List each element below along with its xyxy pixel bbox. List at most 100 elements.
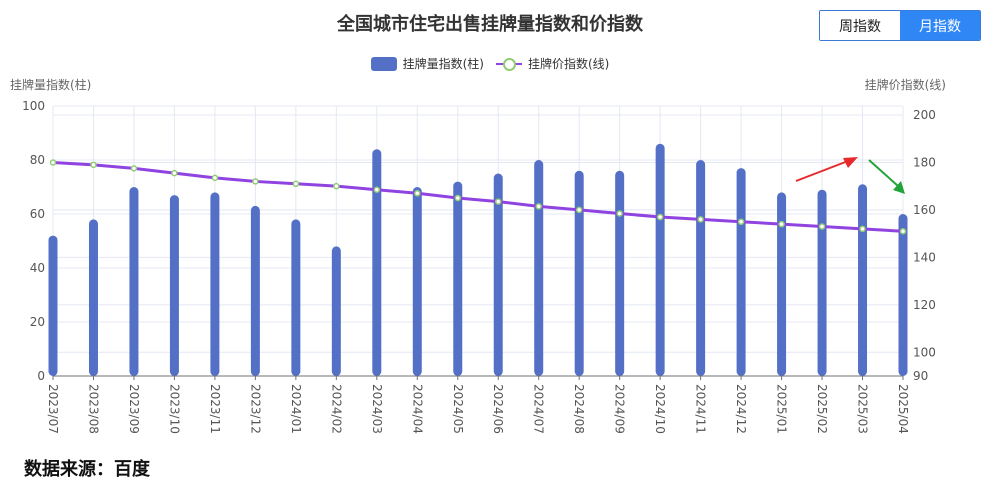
bar [534, 160, 544, 376]
chart-title: 全国城市住宅出售挂牌量指数和价指数 [337, 14, 643, 35]
x-tick-label: 2024/09 [613, 384, 627, 434]
bar [412, 187, 422, 376]
x-tick-label: 2025/02 [815, 384, 829, 434]
y-left-tick-label: 0 [37, 369, 45, 383]
left-axis-label: 挂牌量指数(柱) [10, 78, 92, 92]
line-point [414, 190, 421, 197]
line-point [211, 174, 219, 182]
x-tick-label: 2024/01 [289, 384, 303, 434]
line-series [49, 159, 907, 235]
bar [898, 214, 908, 376]
y-right-tick-label: 140 [913, 250, 936, 264]
right-axis-label: 挂牌价指数(线) [864, 78, 946, 92]
line-point [292, 180, 300, 188]
weekly-index-button[interactable]: 周指数 [820, 11, 900, 40]
bar [817, 189, 827, 376]
bar [48, 235, 58, 376]
bar [372, 149, 382, 376]
y-left-tick-label: 20 [30, 315, 45, 329]
bar [250, 205, 260, 376]
y-right-tick-label: 200 [913, 108, 936, 122]
x-tick-label: 2025/04 [896, 384, 910, 434]
green-arrow-icon [868, 159, 899, 187]
line-point [575, 206, 583, 214]
bar [493, 173, 503, 376]
bar [291, 219, 301, 376]
bar [696, 160, 706, 376]
line-point [252, 178, 259, 185]
bar [453, 181, 463, 376]
bar [210, 192, 220, 376]
y-left-tick-label: 80 [30, 153, 45, 167]
line-point [454, 194, 462, 202]
line-point [818, 223, 826, 230]
y-left-tick-label: 60 [30, 207, 45, 221]
x-tick-label: 2024/02 [329, 384, 343, 434]
y-right-tick-label: 100 [913, 345, 936, 359]
legend-bar-label: 挂牌量指数(柱) [402, 57, 484, 71]
bar [169, 195, 179, 376]
line-point [535, 203, 542, 210]
line-point [333, 182, 340, 190]
red-arrowhead-icon [843, 157, 858, 168]
x-tick-label: 2024/10 [653, 384, 667, 434]
legend-line-label: 挂牌价指数(线) [528, 57, 610, 71]
legend-item-line[interactable]: 挂牌价指数(线) [496, 55, 609, 72]
line-point [494, 198, 502, 205]
grid-lines [52, 105, 904, 376]
monthly-index-button[interactable]: 月指数 [900, 11, 980, 40]
bar [88, 219, 98, 376]
bar [129, 187, 139, 376]
x-tick-label: 2025/01 [775, 384, 789, 434]
x-tick-label: 2024/05 [451, 384, 465, 434]
x-tick-label: 2023/08 [86, 384, 100, 434]
data-source-note: 数据来源：百度 [24, 459, 150, 480]
line-point [616, 210, 623, 217]
chart-legend: 挂牌量指数(柱) 挂牌价指数(线) [0, 55, 980, 72]
line-point [899, 228, 907, 235]
green-arrowhead-icon [893, 181, 905, 194]
annotations [795, 157, 905, 194]
bar [858, 184, 868, 376]
x-tick-label: 2023/07 [46, 384, 60, 434]
x-tick-label: 2023/10 [167, 384, 181, 434]
line-point [656, 213, 664, 221]
bar-series [48, 143, 908, 376]
line-point [90, 161, 97, 169]
y-right-tick-label: 90 [913, 369, 928, 383]
bar [615, 170, 625, 376]
bar [655, 143, 665, 376]
x-tick-label: 2023/11 [208, 384, 222, 434]
y-left-tick-label: 40 [30, 261, 45, 275]
bar-swatch-icon [370, 56, 397, 71]
red-arrow-icon [795, 160, 849, 182]
line-point [171, 169, 178, 177]
x-tick-label: 2024/08 [572, 384, 586, 434]
x-tick-label: 2024/11 [694, 384, 708, 434]
x-tick-label: 2024/12 [734, 384, 748, 434]
line-point [49, 159, 57, 166]
legend-item-bar[interactable]: 挂牌量指数(柱) [370, 55, 484, 72]
line-point [373, 186, 381, 193]
x-tick-label: 2024/03 [370, 384, 384, 434]
x-tick-label: 2024/06 [491, 384, 505, 434]
x-tick-label: 2024/07 [532, 384, 546, 434]
line-point [859, 225, 866, 233]
line-point [130, 165, 138, 172]
y-left-tick-label: 100 [22, 99, 45, 113]
period-toggle[interactable]: 周指数 月指数 [819, 10, 981, 41]
line-point [778, 220, 785, 228]
bar [777, 192, 787, 376]
x-tick-label: 2023/09 [127, 384, 141, 434]
axes: 2023/07 2023/08 2023/09 2023/10 2023/11 2023/… [22, 99, 936, 434]
line-point [697, 216, 704, 223]
y-right-tick-label: 180 [913, 155, 936, 169]
y-right-tick-label: 160 [913, 203, 936, 217]
x-tick-label: 2025/03 [856, 384, 870, 434]
price-line [52, 160, 904, 233]
x-tick-label: 2024/04 [410, 384, 424, 434]
x-tick-label: 2023/12 [248, 384, 262, 434]
y-right-tick-label: 120 [913, 298, 936, 312]
bar [574, 170, 584, 376]
